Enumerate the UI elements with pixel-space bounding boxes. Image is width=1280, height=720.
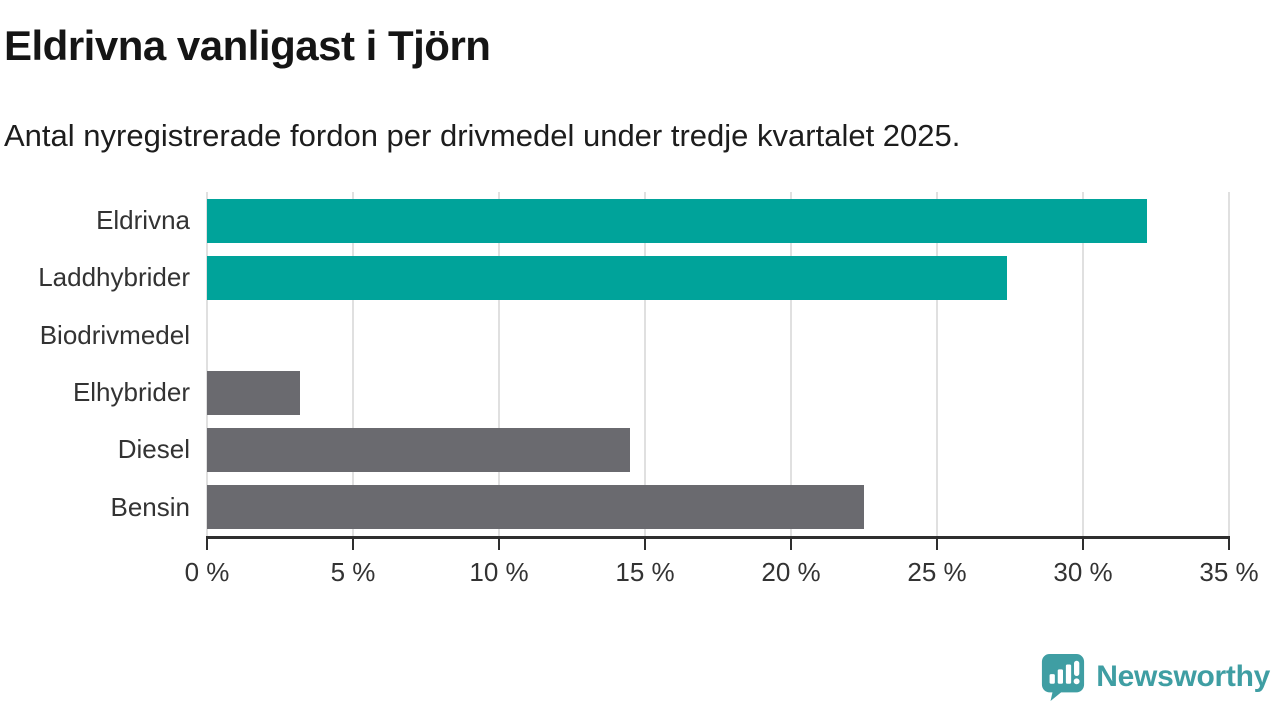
x-gridline bbox=[1228, 192, 1230, 536]
x-axis-tick-label: 30 % bbox=[1053, 557, 1113, 587]
x-gridline bbox=[790, 192, 792, 536]
category-label: Diesel bbox=[117, 434, 190, 465]
x-axis-tick bbox=[644, 539, 646, 550]
x-gridline bbox=[498, 192, 500, 536]
x-axis-line bbox=[206, 536, 1230, 539]
x-axis-tick-label: 5 % bbox=[330, 557, 376, 587]
x-gridline bbox=[644, 192, 646, 536]
bar-laddhybrider bbox=[207, 256, 1008, 300]
x-axis-tick-label: 15 % bbox=[615, 557, 675, 587]
x-axis-tick bbox=[1082, 539, 1084, 550]
x-axis-tick-label: 20 % bbox=[761, 557, 821, 587]
x-gridline bbox=[936, 192, 938, 536]
newsworthy-wordmark: Newsworthy bbox=[1096, 660, 1270, 693]
x-axis-tick-label: 35 % bbox=[1199, 557, 1259, 587]
category-label: Elhybrider bbox=[72, 377, 190, 408]
newsworthy-brand: Newsworthy bbox=[1040, 652, 1270, 702]
newsworthy-logo-icon bbox=[1040, 652, 1086, 702]
bar-eldrivna bbox=[207, 198, 1148, 243]
category-label: Bensin bbox=[110, 491, 191, 522]
x-gridline bbox=[206, 192, 208, 536]
x-axis-tick-label: 10 % bbox=[469, 557, 529, 587]
category-label: Laddhybrider bbox=[38, 262, 190, 293]
chart-subtitle: Antal nyregistrerade fordon per drivmede… bbox=[4, 118, 961, 153]
x-axis-tick bbox=[498, 539, 500, 550]
category-label: Biodrivmedel bbox=[39, 319, 190, 350]
category-label: Eldrivna bbox=[96, 205, 190, 236]
x-axis-tick-label: 0 % bbox=[184, 557, 230, 587]
x-axis-tick bbox=[1228, 539, 1230, 550]
chart-title: Eldrivna vanligast i Tjörn bbox=[4, 22, 491, 69]
x-axis-tick bbox=[936, 539, 938, 550]
x-gridline bbox=[352, 192, 354, 536]
bar-elhybrider bbox=[207, 370, 301, 415]
x-axis-tick bbox=[206, 539, 208, 550]
x-axis-tick bbox=[790, 539, 792, 550]
x-axis-tick-label: 25 % bbox=[907, 557, 967, 587]
bar-diesel bbox=[207, 428, 631, 472]
bar-bensin bbox=[207, 485, 864, 530]
x-axis-tick bbox=[352, 539, 354, 550]
x-gridline bbox=[1082, 192, 1084, 536]
